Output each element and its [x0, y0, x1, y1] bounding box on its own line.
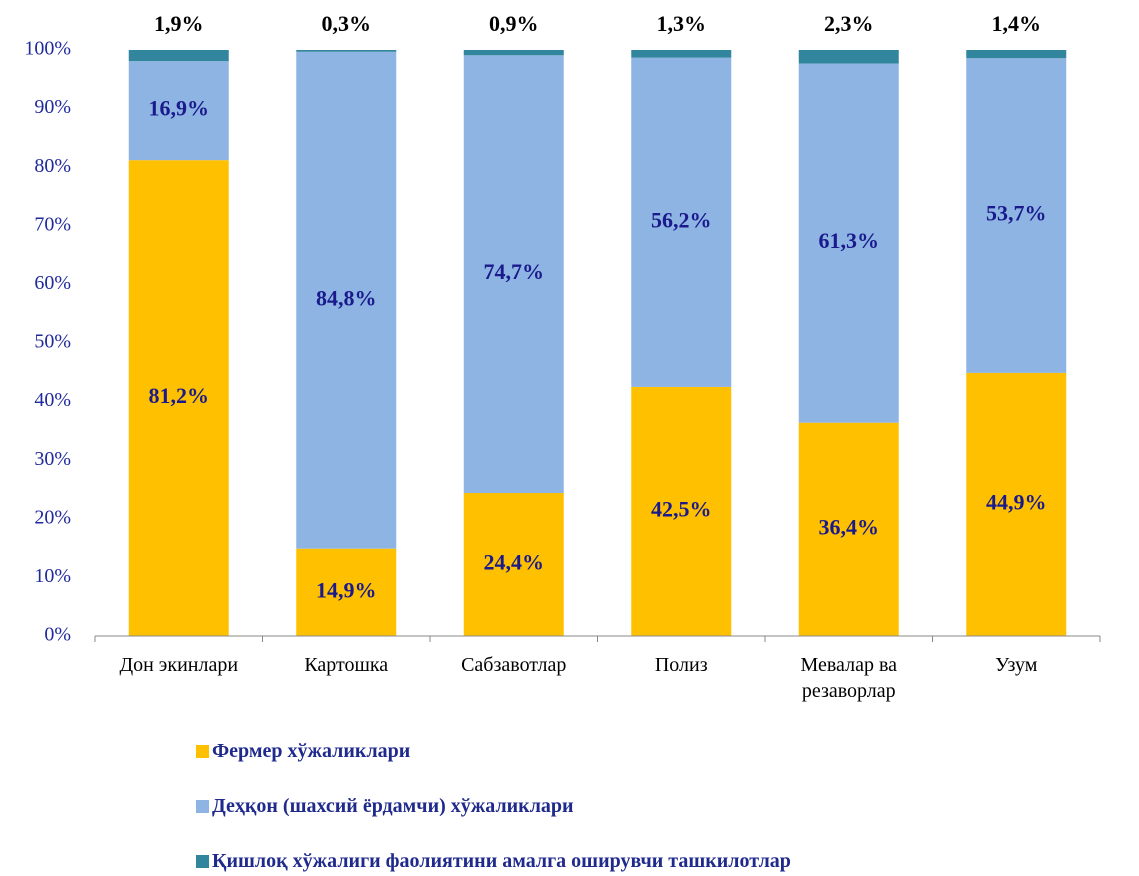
data-label: 1,3% — [657, 11, 707, 36]
data-label: 1,4% — [992, 11, 1042, 36]
y-tick-label: 50% — [34, 331, 71, 353]
data-label: 24,4% — [484, 550, 545, 575]
y-tick-label: 90% — [34, 96, 71, 118]
x-tick-label: Узум — [995, 654, 1038, 676]
bar-segment — [966, 372, 1067, 636]
y-tick-label: 40% — [34, 389, 71, 411]
y-tick-label: 10% — [34, 565, 71, 587]
bar-segment — [463, 493, 564, 636]
data-label: 1,9% — [154, 11, 204, 36]
legend-label: Деҳқон (шахсий ёрдамчи) хўжаликлари — [212, 795, 574, 817]
legend-item: Қишлоқ хўжалиги фаолиятини амалга оширув… — [196, 850, 791, 873]
y-tick-label: 20% — [34, 506, 71, 528]
legend-item: Деҳқон (шахсий ёрдамчи) хўжаликлари — [196, 795, 574, 818]
data-label: 74,7% — [484, 259, 545, 284]
bar-segment — [296, 548, 397, 636]
x-tick-label: Мевалар ва резаворлар — [800, 654, 898, 702]
legend-swatch — [196, 800, 209, 813]
bar-segment — [798, 63, 899, 423]
bar-segment — [798, 422, 899, 636]
data-label: 53,7% — [986, 201, 1047, 226]
data-label: 14,9% — [316, 577, 377, 602]
bar-segment — [128, 61, 229, 161]
bar-segment — [631, 57, 732, 387]
y-tick-label: 80% — [34, 155, 71, 177]
legend-label: Қишлоқ хўжалиги фаолиятини амалга оширув… — [212, 850, 791, 872]
legend-item: Фермер хўжаликлари — [196, 740, 410, 763]
y-tick-label: 100% — [24, 38, 71, 60]
data-label: 16,9% — [149, 96, 210, 121]
bar-segment — [463, 55, 564, 494]
bar-segment — [631, 386, 732, 636]
legend-swatch — [196, 855, 209, 868]
data-label: 56,2% — [651, 207, 712, 232]
y-tick-label: 0% — [44, 624, 71, 646]
x-tick-label: Полиз — [654, 654, 708, 676]
data-label: 36,4% — [819, 514, 880, 539]
data-label: 61,3% — [819, 228, 880, 253]
x-tick-label: Картошка — [304, 654, 389, 676]
y-tick-label: 30% — [34, 448, 71, 470]
legend-label: Фермер хўжаликлари — [212, 740, 411, 762]
data-label: 84,8% — [316, 285, 377, 310]
bar-segment — [966, 58, 1067, 373]
bar-segment — [128, 160, 229, 636]
data-label: 81,2% — [149, 383, 210, 408]
data-label: 44,9% — [986, 489, 1047, 514]
bar-segment — [296, 51, 397, 549]
bar-segment — [798, 50, 899, 64]
bar-segment — [966, 50, 1067, 59]
data-label: 0,9% — [489, 11, 539, 36]
bar-segment — [128, 50, 229, 62]
x-tick-label: Дон экинлари — [119, 654, 239, 676]
bar-segment — [631, 50, 732, 58]
data-label: 2,3% — [824, 11, 874, 36]
data-label: 0,3% — [322, 11, 372, 36]
legend-swatch — [196, 745, 209, 758]
bar-segment — [463, 50, 564, 56]
x-tick-label: Сабзавотлар — [461, 654, 567, 676]
data-label: 42,5% — [651, 497, 712, 522]
y-tick-label: 70% — [34, 213, 71, 235]
y-tick-label: 60% — [34, 272, 71, 294]
bar-segment — [296, 50, 397, 52]
